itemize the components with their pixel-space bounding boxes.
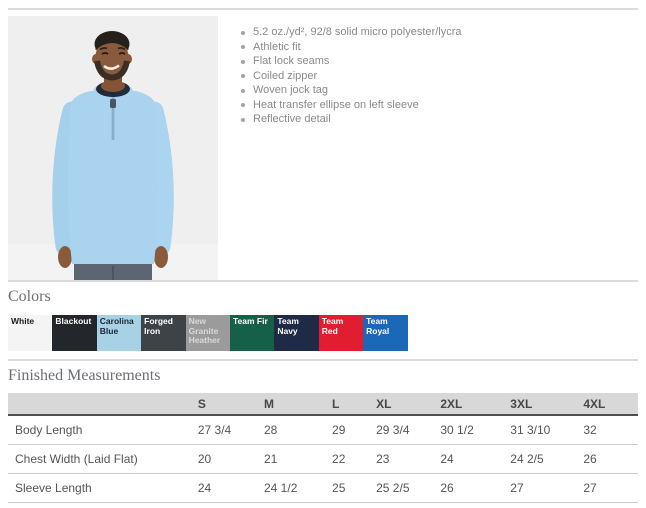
color-swatch-label: New Granite Heather — [188, 316, 221, 345]
feature-item: Heat transfer ellipse on left sleeve — [240, 98, 461, 113]
size-column-header: S — [193, 393, 260, 416]
color-swatch-team-royal[interactable]: Team Royal — [363, 315, 408, 351]
measurement-cell: 21 — [260, 444, 329, 474]
table-row: Sleeve Length 24 24 1/2 25 25 2/5 26 27 … — [8, 473, 638, 503]
color-swatch-row: White Blackout Carolina Blue Forged Iron… — [8, 315, 646, 351]
color-swatch-label: Team Red — [321, 316, 344, 336]
measurement-cell: 30 1/2 — [436, 415, 507, 445]
measurement-cell: 29 3/4 — [372, 415, 437, 445]
measurement-cell: 24 — [193, 473, 260, 503]
table-row: Body Length 27 3/4 28 29 29 3/4 30 1/2 3… — [8, 415, 638, 445]
color-swatch-label: Forged Iron — [144, 316, 173, 336]
colors-heading: Colors — [8, 288, 51, 305]
product-overview: 5.2 oz./yd², 92/8 solid micro polyester/… — [0, 16, 646, 280]
measurement-cell: 20 — [193, 444, 260, 474]
measurement-row-label: Body Length — [8, 415, 194, 445]
measurement-cell: 22 — [328, 444, 373, 474]
measurement-cell: 28 — [260, 415, 329, 445]
measurement-cell: 26 — [579, 444, 638, 474]
measurement-row-label: Chest Width (Laid Flat) — [8, 444, 194, 474]
measurements-divider — [8, 359, 638, 361]
color-swatch-team-navy[interactable]: Team Navy — [274, 315, 319, 351]
measurement-cell: 26 — [436, 473, 507, 503]
color-swatch-carolina-blue[interactable]: Carolina Blue — [96, 315, 142, 351]
feature-item: 5.2 oz./yd², 92/8 solid micro polyester/… — [240, 25, 461, 40]
color-swatch-white[interactable]: White — [8, 315, 53, 351]
measurement-cell: 27 3/4 — [193, 415, 260, 445]
measurement-cell: 31 3/10 — [506, 415, 580, 445]
measurement-cell: 27 — [506, 473, 580, 503]
measurement-cell: 29 — [328, 415, 373, 445]
size-column-header: 4XL — [579, 393, 638, 416]
measurement-cell: 32 — [579, 415, 638, 445]
color-swatch-label: Team Fir — [232, 316, 268, 326]
measurement-cell: 27 — [579, 473, 638, 503]
color-swatch-blackout[interactable]: Blackout — [52, 315, 97, 351]
measurements-heading: Finished Measurements — [8, 367, 161, 384]
color-swatch-team-red[interactable]: Team Red — [318, 315, 364, 351]
size-table: S M L XL 2XL 3XL 4XL Body Length 27 3/4 … — [8, 393, 638, 503]
size-column-header: M — [260, 393, 329, 416]
measurement-cell: 23 — [372, 444, 437, 474]
measurement-cell: 25 — [328, 473, 373, 503]
feature-item: Athletic fit — [240, 40, 461, 55]
feature-item: Coiled zipper — [240, 69, 461, 84]
feature-item: Flat lock seams — [240, 54, 461, 69]
size-column-header: XL — [372, 393, 437, 416]
product-photo[interactable] — [8, 16, 218, 280]
color-swatch-new-granite-heather[interactable]: New Granite Heather — [185, 315, 230, 351]
feature-list: 5.2 oz./yd², 92/8 solid micro polyester/… — [240, 16, 461, 280]
size-column-header: L — [328, 393, 373, 416]
measurement-cell: 25 2/5 — [372, 473, 437, 503]
size-table-header-row: S M L XL 2XL 3XL 4XL — [8, 393, 638, 416]
color-swatch-forged-iron[interactable]: Forged Iron — [141, 315, 186, 351]
color-swatch-team-fir[interactable]: Team Fir — [229, 315, 275, 351]
size-column-header — [8, 393, 194, 416]
measurement-cell: 24 1/2 — [260, 473, 329, 503]
color-swatch-label: Team Navy — [277, 316, 299, 336]
color-swatch-label: Blackout — [55, 316, 92, 326]
measurement-cell: 24 2/5 — [506, 444, 580, 474]
color-swatch-label: Carolina Blue — [99, 316, 134, 336]
size-column-header: 2XL — [436, 393, 507, 416]
table-row: Chest Width (Laid Flat) 20 21 22 23 24 2… — [8, 444, 638, 474]
feature-item: Woven jock tag — [240, 83, 461, 98]
top-divider — [8, 8, 638, 10]
colors-divider — [8, 280, 638, 282]
color-swatch-label: Team Royal — [366, 316, 390, 336]
measurement-cell: 24 — [436, 444, 507, 474]
size-column-header: 3XL — [506, 393, 580, 416]
measurement-row-label: Sleeve Length — [8, 473, 194, 503]
model-wearing-pullover-image — [8, 16, 218, 280]
color-swatch-label: White — [11, 316, 35, 326]
feature-item: Reflective detail — [240, 112, 461, 127]
